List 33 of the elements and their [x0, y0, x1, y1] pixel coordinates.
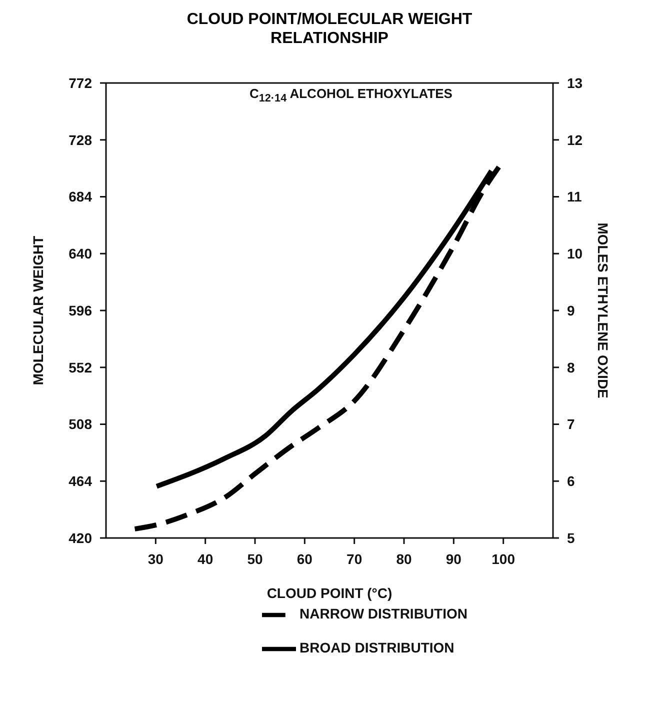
y2-tick-label: 9: [567, 302, 575, 318]
annotation: C$_{12·14}$ ALCOHOL ETHOXYLATES: [250, 86, 452, 105]
y-tick-label: 552: [68, 359, 92, 376]
x-tick-label: 100: [492, 550, 516, 567]
y2-axis-title: MOLES ETHYLENE OXIDE: [595, 222, 612, 398]
y2-tick-label: 13: [567, 74, 583, 91]
x-tick-label: 70: [346, 550, 362, 567]
x-tick-label: 50: [247, 550, 263, 567]
y-tick-label: 508: [68, 416, 92, 432]
y2-tick-label: 5: [567, 530, 575, 546]
y-tick-label: 464: [68, 473, 92, 490]
y2-tick-label: 11: [567, 188, 582, 205]
x-tick-label: 90: [446, 550, 462, 567]
y-axis-title: MOLECULAR WEIGHT: [30, 235, 46, 386]
chart-title: CLOUD POINT/MOLECULAR WEIGHT RELATIONSHIP: [186, 10, 474, 49]
legend-label: BROAD DISTRIBUTION: [300, 640, 454, 656]
legend-label: NARROW DISTRIBUTION: [300, 606, 468, 622]
y2-tick-label: 7: [567, 416, 575, 432]
y2-tick-label: 12: [567, 132, 583, 148]
y-tick-label: 772: [68, 74, 92, 91]
x-tick-label: 30: [148, 550, 164, 567]
y2-tick-label: 6: [567, 473, 575, 490]
x-tick-label: 80: [396, 550, 412, 567]
y2-tick-label: 8: [567, 359, 575, 376]
y-tick-label: 420: [68, 530, 92, 546]
y-tick-label: 596: [68, 302, 92, 318]
y-tick-label: 684: [68, 188, 92, 205]
y2-tick-label: 10: [567, 246, 583, 262]
x-tick-label: 60: [296, 550, 313, 567]
y-tick-label: 728: [68, 132, 92, 148]
x-axis-title: CLOUD POINT (°C): [266, 585, 392, 601]
x-tick-label: 40: [198, 550, 214, 567]
y-tick-label: 640: [68, 246, 92, 262]
